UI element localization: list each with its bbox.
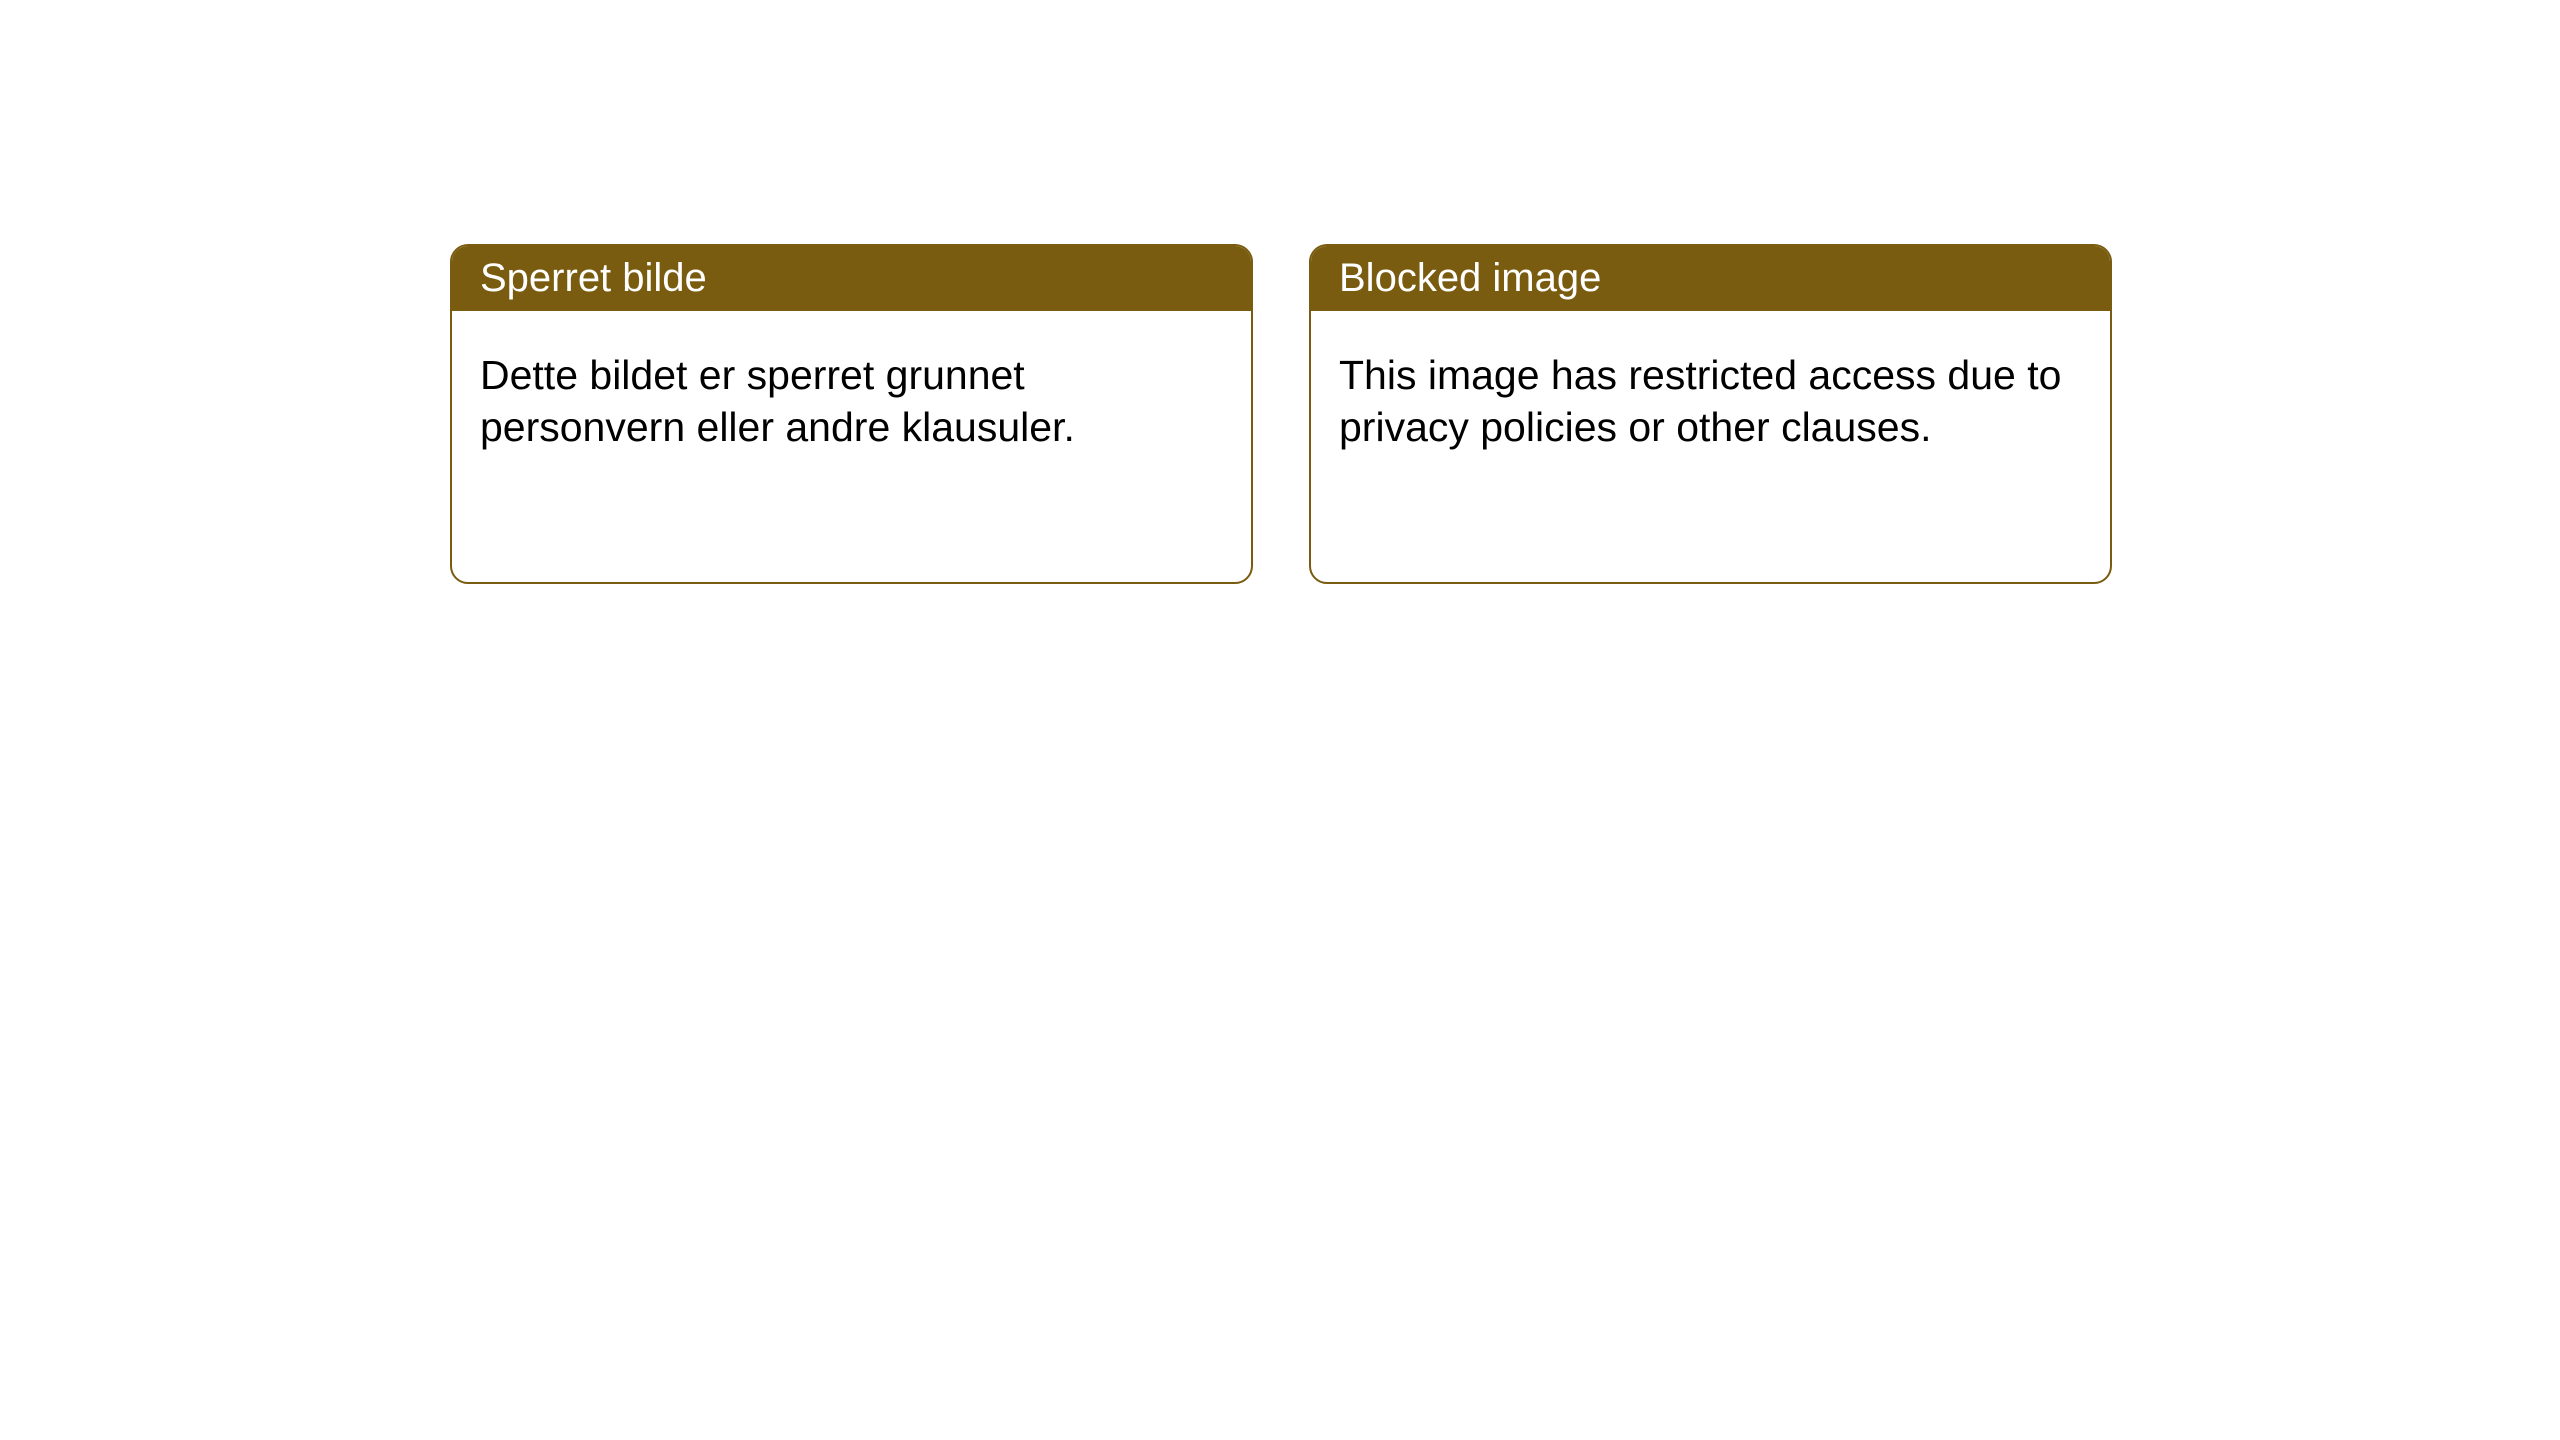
card-header-norwegian: Sperret bilde: [452, 246, 1251, 311]
cards-container: Sperret bilde Dette bildet er sperret gr…: [0, 0, 2560, 584]
card-norwegian: Sperret bilde Dette bildet er sperret gr…: [450, 244, 1253, 584]
card-text-english: This image has restricted access due to …: [1339, 352, 2061, 450]
card-text-norwegian: Dette bildet er sperret grunnet personve…: [480, 352, 1075, 450]
card-header-english: Blocked image: [1311, 246, 2110, 311]
card-title-norwegian: Sperret bilde: [480, 256, 707, 300]
card-body-norwegian: Dette bildet er sperret grunnet personve…: [452, 311, 1251, 492]
card-body-english: This image has restricted access due to …: [1311, 311, 2110, 492]
card-english: Blocked image This image has restricted …: [1309, 244, 2112, 584]
card-title-english: Blocked image: [1339, 256, 1601, 300]
